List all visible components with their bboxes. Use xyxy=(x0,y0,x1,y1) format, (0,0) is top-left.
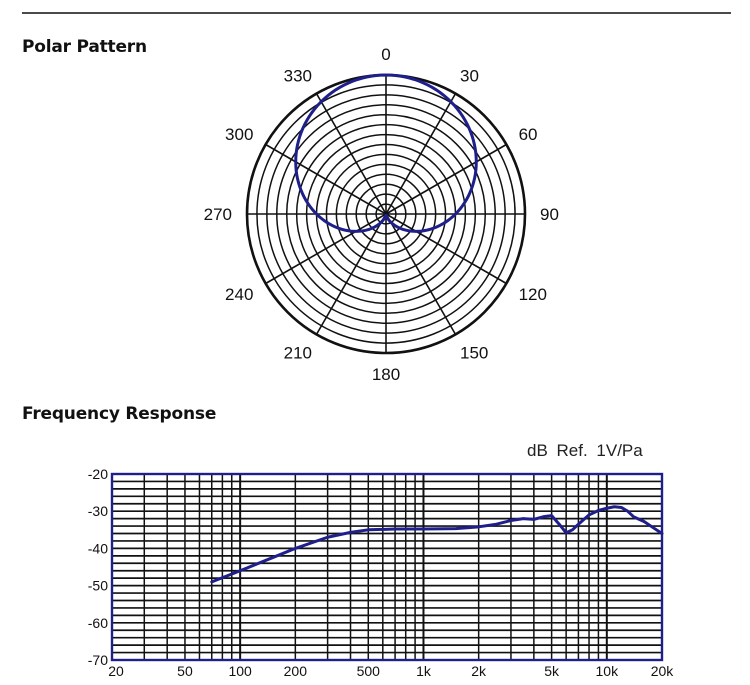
polar-angle-label: 120 xyxy=(519,285,547,304)
db-reference-label: dB Ref. 1V/Pa xyxy=(527,441,643,460)
freq-y-tick-label: -30 xyxy=(88,503,108,519)
polar-angle-label: 330 xyxy=(284,66,312,85)
polar-angle-label: 30 xyxy=(460,66,479,85)
freq-x-tick-label: 100 xyxy=(228,663,252,679)
frequency-response-curve xyxy=(210,505,664,584)
freq-x-tick-label: 5k xyxy=(544,663,560,679)
polar-spoke xyxy=(385,93,457,215)
freq-x-tick-label: 2k xyxy=(471,663,487,679)
freq-frame xyxy=(110,472,664,662)
freq-x-tick-label: 200 xyxy=(284,663,308,679)
freq-x-tick-label: 500 xyxy=(357,663,381,679)
polar-spoke xyxy=(385,213,507,285)
polar-spoke xyxy=(315,213,387,335)
polar-angle-label: 300 xyxy=(225,125,253,144)
freq-y-tick-label: -60 xyxy=(88,615,108,631)
polar-angle-label: 0 xyxy=(381,45,390,64)
polar-angle-label: 270 xyxy=(204,205,232,224)
freq-grid xyxy=(111,473,663,661)
freq-x-tick-label: 20k xyxy=(651,663,675,679)
freq-x-tick-label: 1k xyxy=(416,663,432,679)
polar-spoke xyxy=(385,143,507,215)
freq-x-tick-label: 10k xyxy=(596,663,620,679)
polar-spoke xyxy=(385,213,457,335)
polar-angle-label: 180 xyxy=(372,365,400,384)
polar-angle-label: 90 xyxy=(540,205,559,224)
freq-y-tick-label: -70 xyxy=(88,652,108,668)
polar-angle-label: 150 xyxy=(460,344,488,363)
frequency-response-title: Frequency Response xyxy=(22,404,217,424)
polar-spoke xyxy=(265,213,387,285)
freq-y-tick-label: -20 xyxy=(88,466,108,482)
polar-angle-label: 210 xyxy=(284,344,312,363)
polar-pattern-title: Polar Pattern xyxy=(22,37,147,57)
polar-pattern-curve xyxy=(294,73,478,233)
freq-y-tick-label: -40 xyxy=(88,540,108,556)
polar-angle-label: 60 xyxy=(519,125,538,144)
top-divider xyxy=(22,12,731,14)
polar-angle-label: 240 xyxy=(225,285,253,304)
polar-spoke xyxy=(265,143,387,215)
freq-x-tick-label: 50 xyxy=(177,663,193,679)
freq-y-tick-label: -50 xyxy=(88,578,108,594)
polar-spoke xyxy=(315,93,387,215)
freq-x-tick-label: 20 xyxy=(108,663,124,679)
